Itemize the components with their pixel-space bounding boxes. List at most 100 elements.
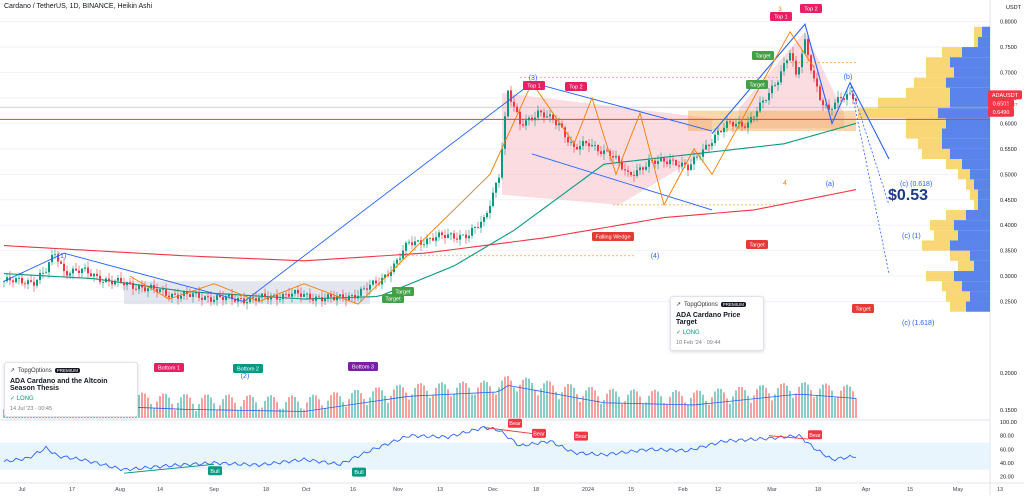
candle-body [690, 164, 692, 171]
volume-bar [351, 393, 353, 418]
candle-body [414, 241, 416, 246]
volume-bar [555, 391, 557, 418]
candle-body [324, 298, 326, 302]
candle-body [330, 294, 332, 297]
volume-bar [789, 390, 791, 418]
candle-body [141, 285, 143, 288]
x-tick-label: 18 [815, 487, 821, 493]
top2-badge-bg [565, 82, 587, 91]
top-zone [739, 31, 844, 129]
candle-body [57, 254, 59, 262]
candle-body [831, 109, 833, 110]
volume-profile-buy [922, 240, 950, 251]
volume-profile-sell [962, 281, 990, 292]
candle-body [837, 96, 839, 103]
x-tick-label: Nov [393, 487, 403, 493]
candle-body [390, 271, 392, 277]
rsi-bear-label-bg [532, 428, 546, 438]
countdown-label: 23:48:27 [1000, 102, 1018, 107]
x-tick-label: Sep [209, 487, 219, 493]
volume-bar [447, 389, 449, 418]
volume-profile-buy [946, 159, 962, 170]
volume-bar [399, 384, 401, 418]
candle-body [744, 126, 746, 128]
volume-bar [477, 387, 479, 418]
rsi-tick-label: 40.00 [1000, 461, 1014, 467]
volume-bar [801, 382, 803, 418]
volume-bar [339, 396, 341, 418]
card-title[interactable]: ADA Cardano Price Target [676, 312, 741, 326]
candle-body [693, 156, 695, 165]
x-tick-label: 18 [263, 487, 269, 493]
volume-bar [258, 409, 260, 418]
volume-bar [456, 387, 458, 418]
volume-bar [426, 390, 428, 418]
candle-body [672, 159, 674, 161]
candle-body [207, 296, 209, 298]
volume-bar [768, 393, 770, 418]
chart-title: Cardano / TetherUS, 1D, BINANCE, Heikin … [4, 3, 153, 10]
candle-body [87, 267, 89, 274]
idea-card-1[interactable]: ↗ TopgOptions PREMIUM ADA Cardano and th… [4, 362, 138, 417]
candle-body [162, 289, 164, 290]
wave-a-label: (a) [826, 181, 835, 188]
candle-body [102, 282, 104, 283]
candle-body [486, 212, 488, 218]
volume-bar [240, 406, 242, 418]
candle-body [522, 124, 524, 126]
candle-body [204, 296, 206, 300]
idea-card-2[interactable]: ↗ TopgOptions PREMIUM ADA Cardano Price … [670, 296, 764, 351]
wave-c-0618-label: (c) (0.618) [900, 181, 932, 188]
volume-bar [657, 391, 659, 418]
candle-body [666, 161, 668, 165]
volume-bar [810, 390, 812, 418]
candle-body [504, 116, 506, 149]
volume-profile-sell [966, 301, 990, 312]
volume-profile-sell [966, 209, 990, 221]
x-tick-label: 14 [157, 487, 163, 493]
candle-body [285, 293, 287, 295]
candle-body [642, 167, 644, 170]
candle-body [3, 281, 5, 283]
candle-body [525, 120, 527, 126]
candle-body [558, 123, 560, 126]
premium-badge: PREMIUM [54, 368, 80, 373]
volume-bar [333, 392, 335, 418]
candle-body [282, 293, 284, 300]
wave-4-small-label: 4 [783, 180, 787, 187]
wave-4-label: (4) [651, 253, 660, 260]
card-title[interactable]: ADA Cardano and the Altcoin Season Thesi… [10, 378, 108, 392]
candle-body [243, 298, 245, 304]
volume-bar [348, 399, 350, 418]
candle-body [786, 60, 788, 64]
rsi-bull-label: Bull [210, 469, 219, 475]
volume-profile-buy [974, 26, 982, 37]
falling-wedge-badge-bg [592, 232, 634, 241]
top1-badge: Top 1 [527, 84, 540, 90]
volume-bar [675, 390, 677, 418]
volume-bar [774, 394, 776, 418]
candle-body [12, 280, 14, 283]
volume-bar [474, 394, 476, 418]
volume-bar [648, 395, 650, 418]
close-price-tag: 0.6490 [993, 110, 1010, 116]
candle-body [369, 284, 371, 290]
candle-body [381, 277, 383, 285]
volume-bar [849, 386, 851, 418]
y-tick-label: 0.4000 [1000, 223, 1017, 229]
volume-bar [756, 389, 758, 418]
candle-body [411, 242, 413, 246]
candle-body [195, 292, 197, 294]
volume-bar [585, 390, 587, 418]
volume-bar [693, 392, 695, 418]
volume-bar [222, 399, 224, 418]
volume-bar [543, 383, 545, 418]
candle-body [291, 293, 293, 297]
candle-body [408, 242, 410, 244]
candle-body [54, 254, 56, 256]
volume-bar [381, 390, 383, 418]
volume-profile-sell [946, 118, 990, 129]
candle-body [594, 145, 596, 146]
volume-bar [669, 396, 671, 418]
